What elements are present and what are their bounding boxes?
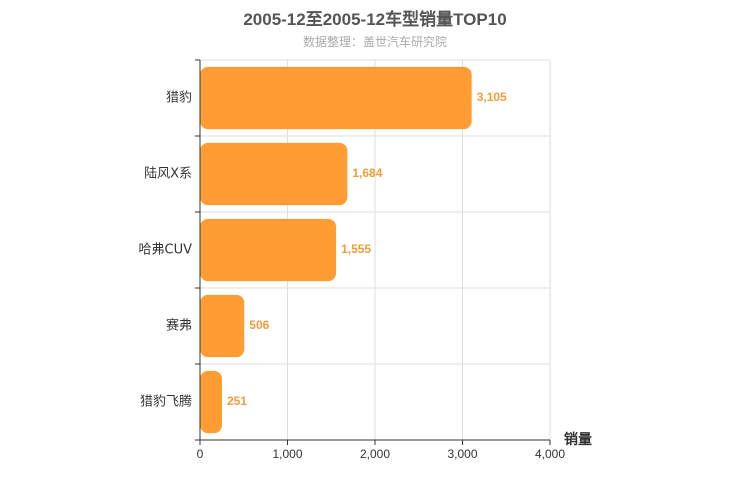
bar	[200, 142, 348, 206]
x-tick-label: 1,000	[272, 447, 302, 461]
data-label: 506	[249, 318, 269, 332]
x-tick-label: 4,000	[535, 447, 565, 461]
data-label: 3,105	[477, 90, 507, 104]
data-label: 1,555	[341, 242, 371, 256]
data-label: 251	[227, 394, 247, 408]
data-label: 1,684	[352, 166, 382, 180]
x-tick-label: 0	[197, 447, 204, 461]
y-tick-label: 猎豹飞腾	[140, 394, 192, 410]
y-tick-label: 赛弗	[166, 318, 192, 334]
bar	[200, 294, 245, 358]
bar	[200, 218, 337, 282]
axes	[195, 59, 551, 445]
y-tick-label: 哈弗CUV	[139, 243, 193, 258]
labels: 猎豹 3,105 陆风X系 1,684 哈弗CUV 1,555 赛弗 506 猎豹飞腾 251 0 1…	[139, 90, 566, 461]
y-tick-label: 猎豹	[166, 91, 192, 106]
bars	[200, 66, 472, 434]
bar	[200, 66, 472, 130]
x-tick-label: 3,000	[447, 447, 477, 461]
chart-title: 2005-12至2005-12车型销量TOP10	[243, 10, 507, 29]
y-tick-label: 陆风X系	[144, 166, 192, 182]
chart-subtitle: 数据整理：盖世汽车研究院	[302, 35, 447, 49]
bar	[200, 370, 222, 434]
x-tick-label: 2,000	[360, 447, 390, 461]
x-axis-title: 销量	[564, 431, 592, 448]
